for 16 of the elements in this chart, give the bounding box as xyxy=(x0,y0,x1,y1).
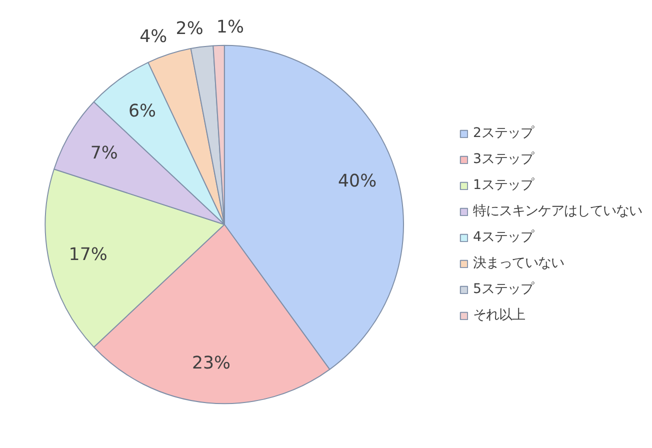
data-label: 23% xyxy=(192,354,231,374)
data-label: 2% xyxy=(176,18,204,39)
data-label: 6% xyxy=(128,101,156,122)
data-label: 1% xyxy=(216,17,244,38)
legend-label: 1ステップ xyxy=(473,176,534,194)
legend-label: 5ステップ xyxy=(473,280,534,298)
data-label: 7% xyxy=(90,143,118,164)
legend-label: 3ステップ xyxy=(473,150,534,168)
legend-label: 2ステップ xyxy=(473,124,534,142)
data-label: 40% xyxy=(338,171,377,192)
legend-label: 特にスキンケアはしていない xyxy=(473,203,642,220)
legend-label: それ以上 xyxy=(473,306,525,324)
data-label: 4% xyxy=(140,27,168,48)
data-label: 17% xyxy=(68,244,108,265)
legend-label: 4ステップ xyxy=(473,228,534,246)
legend-label: 決まっていない xyxy=(473,255,564,272)
